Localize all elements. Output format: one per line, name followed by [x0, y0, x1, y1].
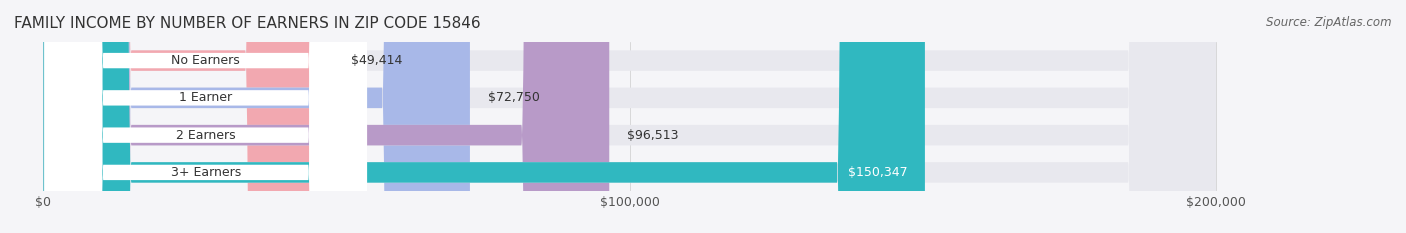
FancyBboxPatch shape — [44, 0, 925, 233]
FancyBboxPatch shape — [44, 0, 609, 233]
FancyBboxPatch shape — [44, 0, 1216, 233]
Text: $96,513: $96,513 — [627, 129, 678, 142]
FancyBboxPatch shape — [44, 0, 333, 233]
Text: Source: ZipAtlas.com: Source: ZipAtlas.com — [1267, 16, 1392, 29]
FancyBboxPatch shape — [44, 0, 1216, 233]
Text: $49,414: $49,414 — [350, 54, 402, 67]
Text: $150,347: $150,347 — [848, 166, 907, 179]
FancyBboxPatch shape — [45, 0, 367, 233]
Text: FAMILY INCOME BY NUMBER OF EARNERS IN ZIP CODE 15846: FAMILY INCOME BY NUMBER OF EARNERS IN ZI… — [14, 16, 481, 31]
Text: No Earners: No Earners — [172, 54, 240, 67]
FancyBboxPatch shape — [44, 0, 1216, 233]
Text: 1 Earner: 1 Earner — [179, 91, 232, 104]
FancyBboxPatch shape — [45, 0, 367, 233]
FancyBboxPatch shape — [44, 0, 1216, 233]
FancyBboxPatch shape — [45, 0, 367, 233]
FancyBboxPatch shape — [45, 0, 367, 233]
Text: 3+ Earners: 3+ Earners — [170, 166, 240, 179]
FancyBboxPatch shape — [44, 0, 470, 233]
Text: $72,750: $72,750 — [488, 91, 540, 104]
Text: 2 Earners: 2 Earners — [176, 129, 236, 142]
